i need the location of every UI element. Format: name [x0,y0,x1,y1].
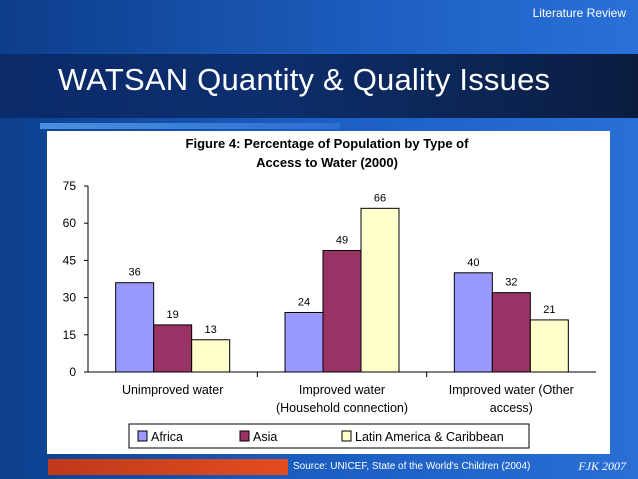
x-axis: Unimproved water Improved water (Household… [88,371,596,415]
legend-swatch [239,430,250,442]
x-category-label: access) [490,401,533,415]
bar-chart: Figure 4: Percentage of Population by Ty… [63,136,596,449]
bar-africa [453,272,493,373]
bar-asia [322,249,362,373]
chart-title-line-1: Figure 4: Percentage of Population by Ty… [186,136,470,151]
legend-swatch [137,430,148,442]
legend-box [128,423,530,449]
legend: Africa Asia Latin America & Caribbean [128,423,530,449]
data-label: 21 [543,304,555,316]
data-label: 66 [374,192,386,204]
data-label: 19 [167,309,179,321]
x-category-label: Improved water [299,383,385,397]
y-tick-label: 60 [63,216,77,230]
bar-latin-america-caribbean [191,339,231,373]
title-band [0,54,638,118]
y-tick-label: 75 [63,179,77,193]
data-label: 32 [505,277,517,289]
data-label: 36 [129,267,141,279]
footer-bar [48,459,288,475]
accent-line [40,123,340,129]
chart-title-line-2: Access to Water (2000) [256,155,398,170]
bar-asia [153,324,193,373]
legend-label: Africa [151,430,183,444]
bar-asia [491,292,531,373]
top-band [0,0,638,52]
data-label: 49 [336,234,348,246]
y-tick-label: 45 [63,253,77,267]
source-text: Source: UNICEF, State of the World's Chi… [293,461,531,472]
section-label: Literature Review [532,6,626,20]
x-category-label: Improved water (Other [449,383,574,397]
y-tick-label: 15 [63,328,77,342]
y-axis: 0 15 30 45 60 75 [63,179,89,379]
chart-panel: Figure 4: Percentage of Population by Ty… [47,131,610,454]
y-tick-label: 30 [63,291,77,305]
slide-title: WATSAN Quantity & Quality Issues [58,62,551,97]
data-label: 13 [205,324,217,336]
bar-latin-america-caribbean [360,207,400,373]
legend-swatch [341,430,352,442]
x-category-label: (Household connection) [276,401,408,415]
bar-africa [115,282,155,373]
legend-label: Latin America & Caribbean [355,430,504,444]
bar-africa [284,311,324,373]
signature: FJK 2007 [578,459,626,473]
y-tick-label: 0 [69,365,76,379]
data-label: 40 [467,257,479,269]
bars: 36 19 13 24 49 66 40 32 21 [115,192,569,373]
bar-latin-america-caribbean [529,319,569,373]
data-label: 24 [298,296,310,308]
legend-label: Asia [253,430,277,444]
x-category-label: Unimproved water [122,383,223,397]
